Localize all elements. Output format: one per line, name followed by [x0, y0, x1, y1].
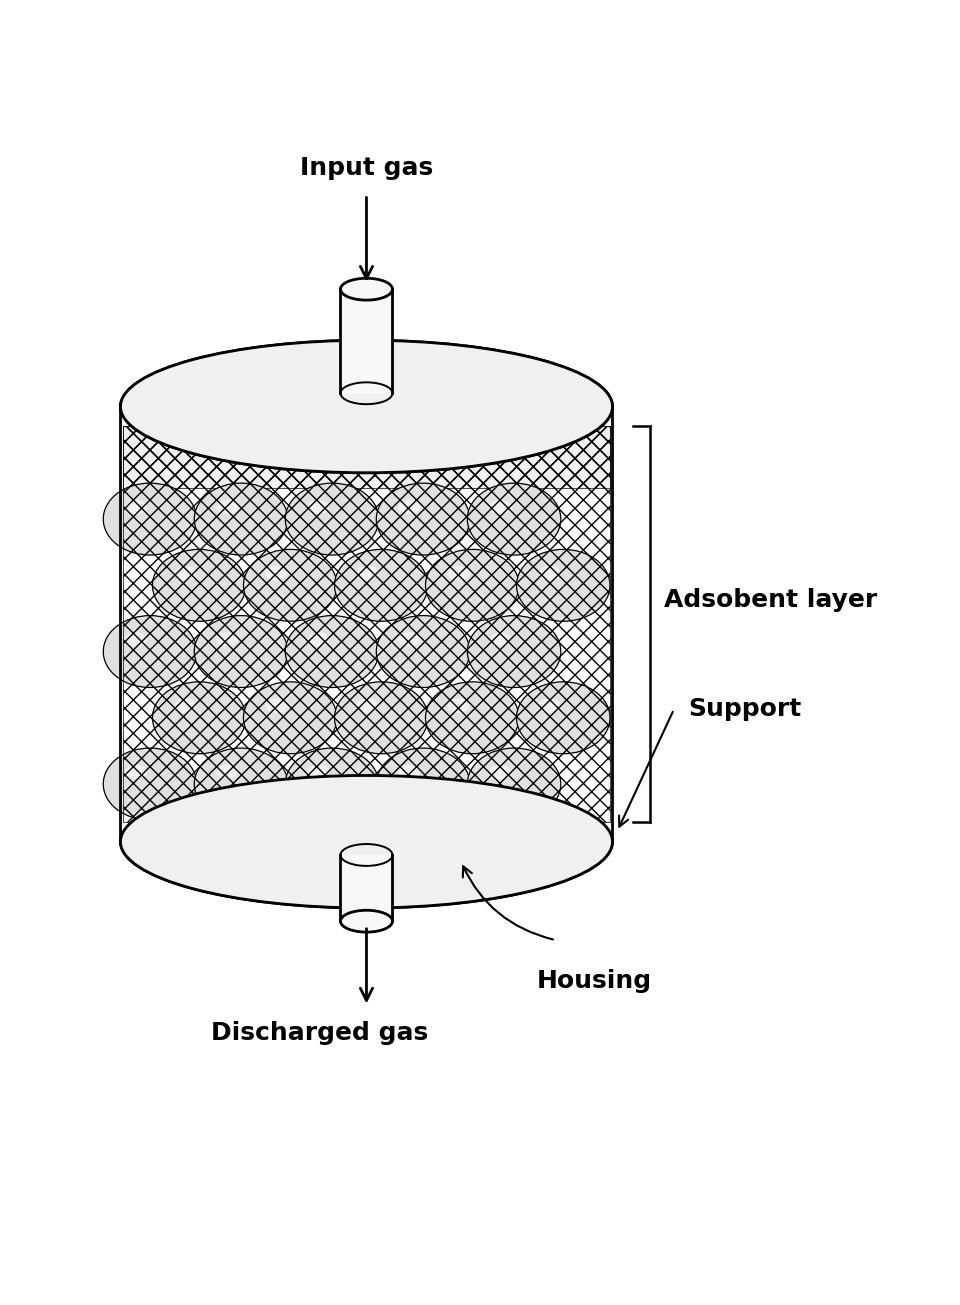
Ellipse shape — [153, 681, 246, 754]
Ellipse shape — [356, 698, 378, 713]
Text: Adsobent layer: Adsobent layer — [664, 589, 877, 612]
Ellipse shape — [153, 549, 246, 621]
Polygon shape — [120, 407, 612, 842]
Ellipse shape — [194, 748, 288, 820]
Ellipse shape — [307, 632, 329, 647]
Text: Input gas: Input gas — [300, 157, 433, 180]
Ellipse shape — [216, 765, 238, 779]
Ellipse shape — [120, 341, 612, 472]
Polygon shape — [123, 427, 610, 488]
Ellipse shape — [120, 775, 612, 908]
Ellipse shape — [447, 698, 469, 713]
Ellipse shape — [398, 500, 420, 514]
Ellipse shape — [285, 483, 379, 555]
Ellipse shape — [194, 483, 288, 555]
Ellipse shape — [468, 748, 561, 820]
Ellipse shape — [376, 748, 469, 820]
Ellipse shape — [516, 681, 610, 754]
Polygon shape — [120, 842, 612, 908]
Ellipse shape — [341, 911, 393, 932]
Ellipse shape — [539, 698, 561, 713]
Ellipse shape — [125, 765, 147, 779]
Ellipse shape — [468, 616, 561, 688]
Text: Discharged gas: Discharged gas — [210, 1021, 428, 1044]
Ellipse shape — [125, 500, 147, 514]
Ellipse shape — [265, 566, 287, 581]
Ellipse shape — [307, 765, 329, 779]
Ellipse shape — [244, 681, 337, 754]
Ellipse shape — [376, 616, 469, 688]
Text: Housing: Housing — [537, 968, 652, 993]
Ellipse shape — [490, 632, 512, 647]
Ellipse shape — [334, 681, 428, 754]
Polygon shape — [341, 290, 393, 393]
Ellipse shape — [376, 483, 469, 555]
Ellipse shape — [516, 549, 610, 621]
Ellipse shape — [468, 483, 561, 555]
Ellipse shape — [120, 341, 612, 472]
Ellipse shape — [285, 748, 379, 820]
Ellipse shape — [490, 765, 512, 779]
Ellipse shape — [194, 616, 288, 688]
Ellipse shape — [244, 549, 337, 621]
Ellipse shape — [334, 549, 428, 621]
Text: Support: Support — [688, 697, 802, 722]
Ellipse shape — [425, 681, 519, 754]
Ellipse shape — [285, 616, 379, 688]
Ellipse shape — [265, 698, 287, 713]
Ellipse shape — [175, 698, 197, 713]
Ellipse shape — [398, 765, 420, 779]
Ellipse shape — [356, 566, 378, 581]
Ellipse shape — [307, 500, 329, 514]
Ellipse shape — [125, 632, 147, 647]
Ellipse shape — [175, 566, 197, 581]
Ellipse shape — [425, 549, 519, 621]
Ellipse shape — [398, 632, 420, 647]
Ellipse shape — [539, 566, 561, 581]
Ellipse shape — [341, 278, 393, 300]
Ellipse shape — [104, 616, 197, 688]
Polygon shape — [341, 855, 393, 921]
Ellipse shape — [490, 500, 512, 514]
Ellipse shape — [216, 632, 238, 647]
Ellipse shape — [104, 483, 197, 555]
Ellipse shape — [216, 500, 238, 514]
Ellipse shape — [447, 566, 469, 581]
Ellipse shape — [104, 748, 197, 820]
